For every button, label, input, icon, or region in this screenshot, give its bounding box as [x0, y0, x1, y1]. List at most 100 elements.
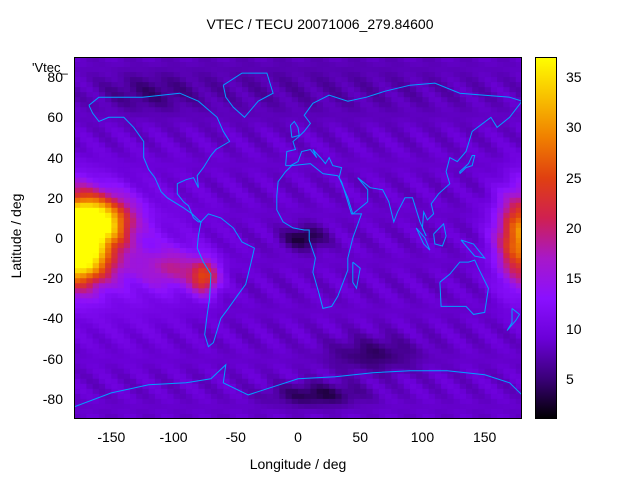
heatmap-cell — [298, 87, 305, 93]
heatmap-cell — [478, 253, 486, 259]
heatmap-cell — [130, 403, 137, 410]
heatmap-cell — [161, 358, 168, 365]
heatmap-cell — [248, 348, 256, 355]
heatmap-cell — [310, 207, 318, 214]
heatmap-cell — [192, 77, 200, 83]
heatmap-cell — [354, 353, 361, 360]
heatmap-cell — [472, 167, 480, 174]
heatmap-cell — [148, 137, 156, 144]
heatmap-cell — [341, 323, 349, 330]
heatmap-cell — [198, 278, 206, 284]
heatmap-cell — [136, 232, 144, 239]
heatmap-cell — [229, 202, 237, 209]
heatmap-cell — [254, 82, 262, 88]
heatmap-cell — [279, 298, 287, 304]
heatmap-cell — [360, 333, 368, 340]
heatmap-cell — [366, 107, 374, 113]
heatmap-cell — [235, 167, 243, 174]
heatmap-cell — [285, 278, 293, 284]
heatmap-cell — [472, 248, 480, 254]
heatmap-cell — [310, 378, 318, 385]
heatmap-cell — [167, 222, 175, 229]
heatmap-cell — [360, 157, 368, 164]
heatmap-cell — [441, 348, 448, 355]
heatmap-cell — [123, 67, 131, 73]
heatmap-cell — [503, 57, 511, 63]
heatmap-cell — [248, 217, 256, 224]
heatmap-cell — [503, 323, 511, 330]
heatmap-cell — [434, 343, 442, 350]
heatmap-cell — [459, 232, 467, 239]
heatmap-cell — [503, 182, 511, 189]
heatmap-cell — [466, 182, 473, 189]
heatmap-cell — [161, 303, 168, 309]
heatmap-cell — [472, 137, 480, 144]
heatmap-cell — [503, 333, 511, 340]
heatmap-cell — [354, 112, 361, 118]
heatmap-cell — [173, 323, 181, 330]
heatmap-cell — [229, 313, 237, 320]
heatmap-cell — [248, 283, 256, 289]
heatmap-cell — [316, 177, 324, 184]
heatmap-cell — [285, 67, 293, 73]
heatmap-cell — [484, 343, 492, 350]
heatmap-cell — [347, 258, 355, 264]
heatmap-cell — [310, 112, 318, 118]
heatmap-cell — [304, 298, 312, 304]
heatmap-cell — [142, 363, 150, 370]
heatmap-cell — [360, 298, 368, 304]
heatmap-cell — [148, 343, 156, 350]
heatmap-cell — [210, 258, 218, 264]
heatmap-cell — [509, 197, 517, 204]
heatmap-cell — [347, 77, 355, 83]
heatmap-cell — [98, 77, 106, 83]
heatmap-cell — [123, 142, 131, 149]
heatmap-cell — [204, 167, 212, 174]
heatmap-cell — [217, 348, 224, 355]
heatmap-cell — [397, 92, 405, 98]
heatmap-cell — [360, 92, 368, 98]
heatmap-cell — [198, 77, 206, 83]
heatmap-cell — [235, 293, 243, 299]
heatmap-cell — [105, 318, 112, 325]
heatmap-cell — [434, 323, 442, 330]
heatmap-cell — [242, 268, 249, 274]
heatmap-cell — [148, 112, 156, 118]
heatmap-cell — [378, 353, 386, 360]
heatmap-cell — [291, 308, 299, 315]
heatmap-cell — [148, 293, 156, 299]
heatmap-cell — [167, 363, 175, 370]
heatmap-cell — [329, 383, 336, 390]
heatmap-cell — [322, 147, 330, 154]
heatmap-cell — [223, 222, 231, 229]
heatmap-cell — [98, 253, 106, 259]
heatmap-cell — [385, 273, 392, 279]
heatmap-cell — [335, 147, 343, 154]
heatmap-cell — [410, 258, 417, 264]
heatmap-cell — [130, 308, 137, 315]
heatmap-cell — [509, 318, 517, 325]
heatmap-cell — [279, 62, 287, 68]
heatmap-cell — [248, 202, 256, 209]
heatmap-cell — [235, 253, 243, 259]
heatmap-cell — [478, 248, 486, 254]
heatmap-cell — [509, 167, 517, 174]
heatmap-cell — [186, 162, 193, 169]
heatmap-cell — [472, 197, 480, 204]
heatmap-cell — [235, 308, 243, 315]
heatmap-cell — [130, 97, 137, 103]
heatmap-cell — [80, 288, 88, 294]
heatmap-cell — [154, 338, 162, 345]
heatmap-cell — [509, 348, 517, 355]
heatmap-cell — [378, 167, 386, 174]
heatmap-cell — [161, 87, 168, 93]
heatmap-cell — [347, 273, 355, 279]
heatmap-cell — [366, 202, 374, 209]
heatmap-cell — [204, 338, 212, 345]
heatmap-cell — [366, 197, 374, 204]
heatmap-cell — [341, 77, 349, 83]
heatmap-cell — [316, 62, 324, 68]
heatmap-cell — [285, 77, 293, 83]
heatmap-cell — [111, 298, 119, 304]
heatmap-cell — [248, 207, 256, 214]
